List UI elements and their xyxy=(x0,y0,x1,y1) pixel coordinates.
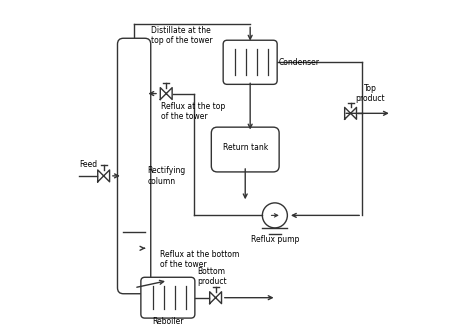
Text: Rectifying
column: Rectifying column xyxy=(147,166,186,186)
FancyBboxPatch shape xyxy=(141,277,195,318)
Text: Feed: Feed xyxy=(79,160,97,169)
Text: Reflux at the top
of the tower: Reflux at the top of the tower xyxy=(161,102,226,121)
FancyBboxPatch shape xyxy=(211,127,279,172)
Text: Top
product: Top product xyxy=(356,84,385,104)
Text: Bottom
product: Bottom product xyxy=(198,267,227,286)
Text: Reflux at the bottom
of the tower: Reflux at the bottom of the tower xyxy=(160,250,239,269)
Text: Condenser: Condenser xyxy=(278,58,319,67)
Text: Distillate at the
top of the tower: Distillate at the top of the tower xyxy=(151,26,213,45)
FancyBboxPatch shape xyxy=(223,40,277,84)
Text: Return tank: Return tank xyxy=(223,143,268,152)
Text: Reflux pump: Reflux pump xyxy=(251,235,299,244)
Text: Reboiler: Reboiler xyxy=(152,317,183,326)
FancyBboxPatch shape xyxy=(118,38,151,294)
